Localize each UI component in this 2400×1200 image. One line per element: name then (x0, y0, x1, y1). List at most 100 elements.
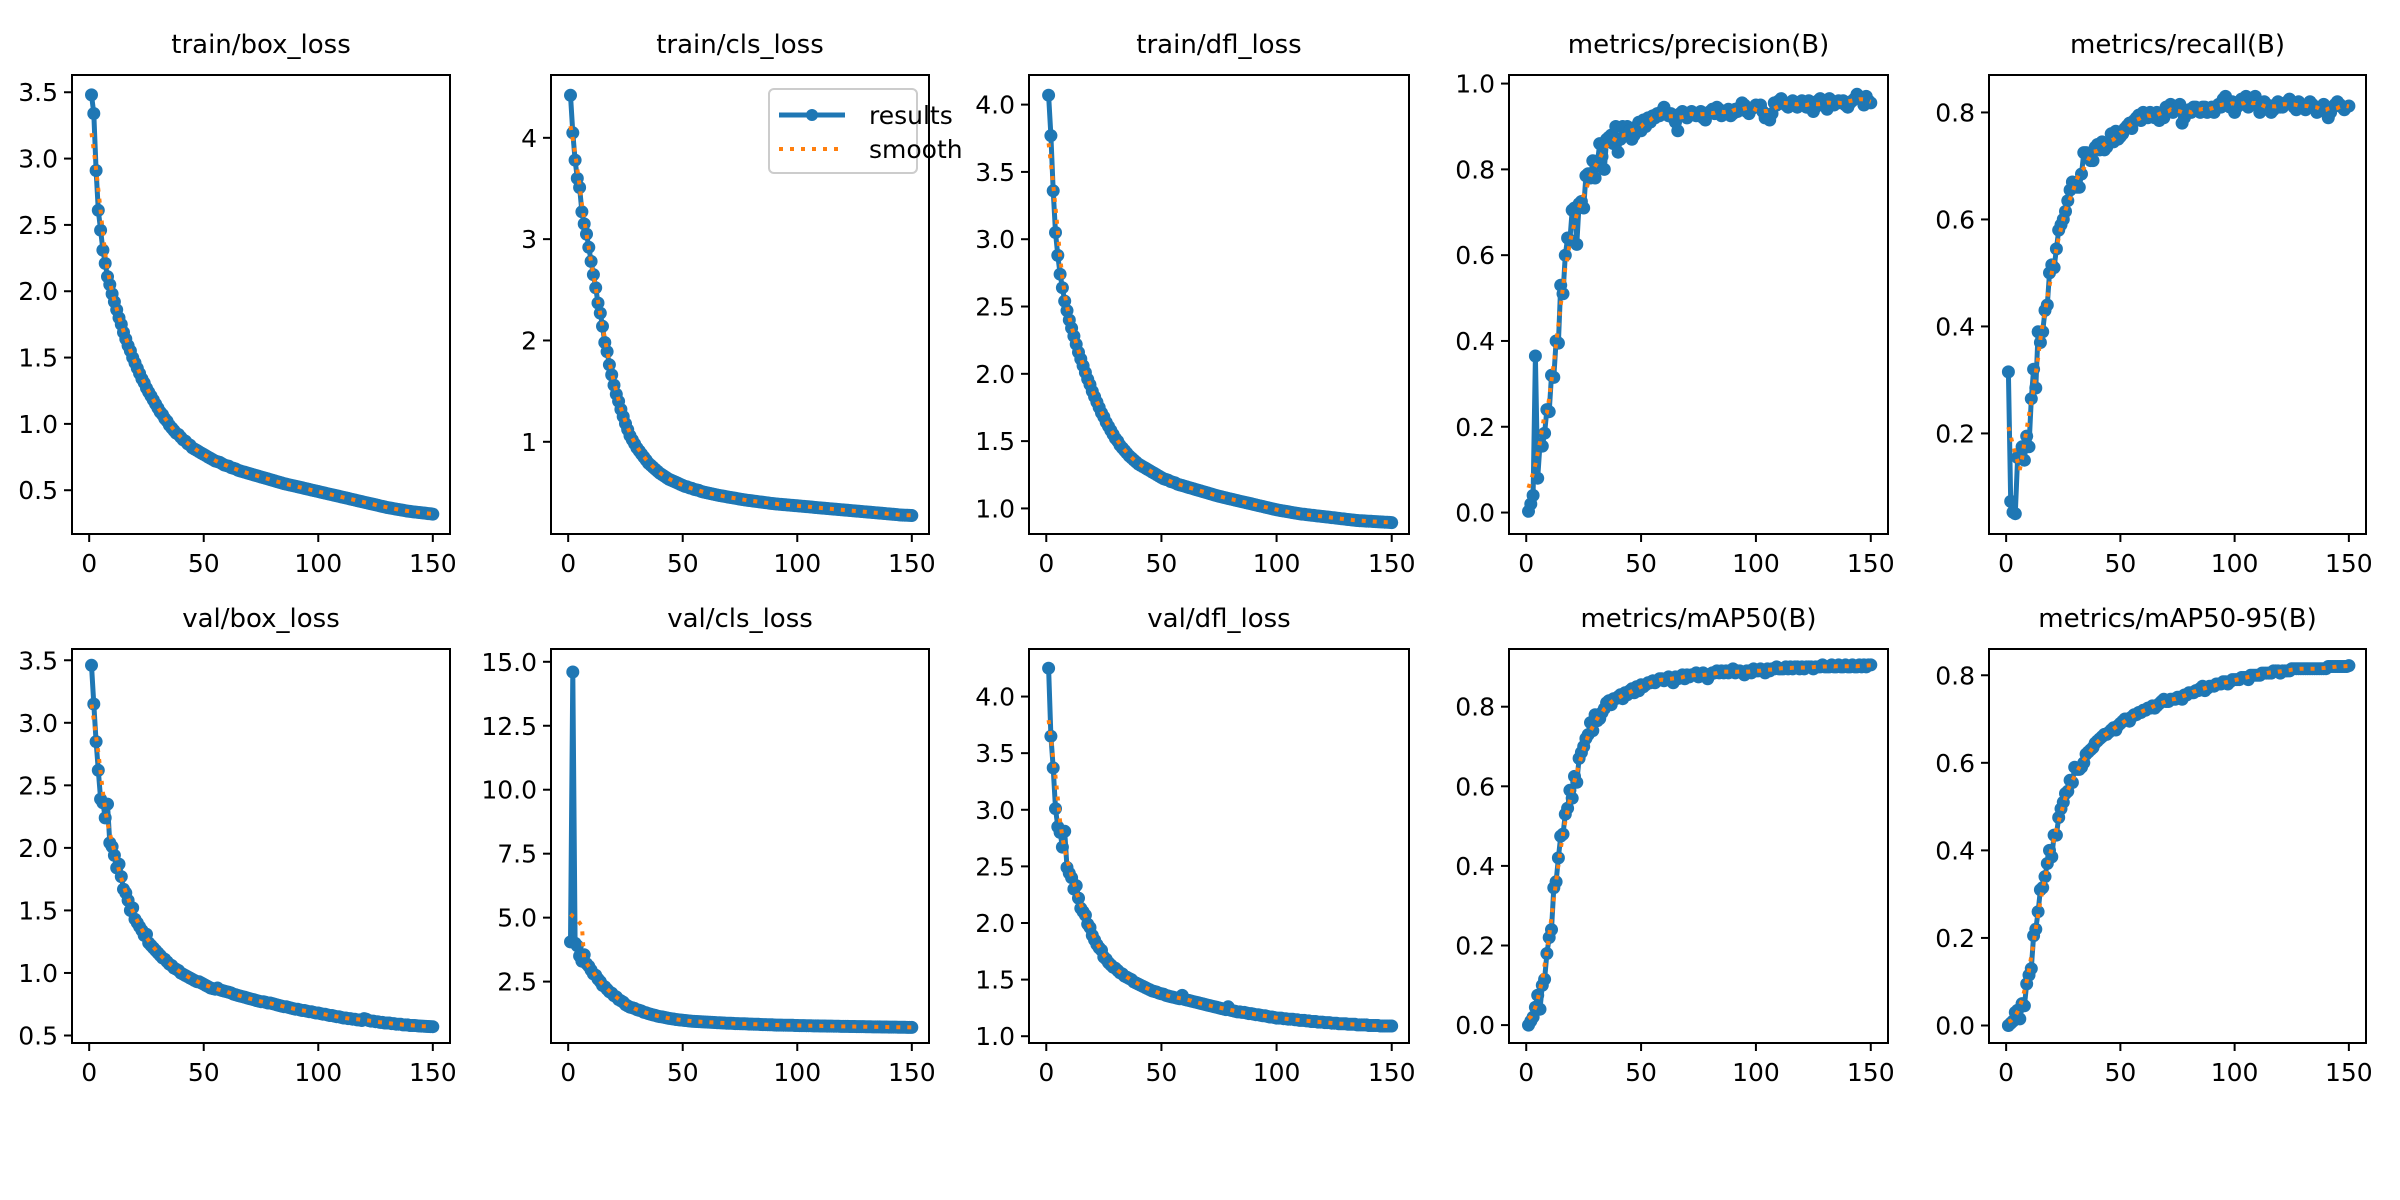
plot-area (1522, 87, 1878, 518)
results-point (1864, 96, 1878, 110)
axes-frame (71, 648, 451, 1044)
results-point (1551, 851, 1565, 865)
y-tick-label: 0.4 (1935, 836, 1975, 865)
y-tick-label: 0.2 (1935, 419, 1975, 448)
results-point (426, 507, 440, 521)
results-point (426, 1020, 440, 1034)
results-point (1042, 661, 1056, 675)
x-tick-label: 150 (2325, 1058, 2373, 1087)
x-tick-label: 150 (1368, 549, 1416, 578)
results-point (1611, 145, 1625, 159)
plot-area (85, 658, 440, 1034)
results-point (2036, 881, 2050, 895)
results-point (580, 227, 593, 241)
results-point (1671, 124, 1685, 138)
x-tick-label: 0 (1998, 549, 2014, 578)
plot-area (85, 88, 440, 521)
results-point (2029, 922, 2043, 936)
y-tick-label: 0.6 (1935, 205, 1975, 234)
plot-area (564, 665, 919, 1034)
x-tick-label: 100 (1253, 549, 1301, 578)
plot-area (2001, 89, 2356, 521)
results-point (85, 88, 98, 102)
plot-area (1042, 661, 1399, 1033)
x-tick-label: 0 (81, 549, 97, 578)
results-point (2061, 194, 2075, 208)
plot-area (564, 88, 919, 522)
results-point (2038, 870, 2052, 884)
panel-val-box-loss: val/box_loss 0 50 100 150 0.5 1.0 1.5 2.0 2.5 3.0 3… (18, 604, 456, 1087)
x-tick-label: 50 (1146, 549, 1178, 578)
chart-title: train/dfl_loss (1136, 30, 1301, 60)
x-tick-label: 100 (1732, 1058, 1780, 1087)
y-tick-label: 1.5 (975, 427, 1015, 456)
plot-area (1522, 658, 1878, 1032)
y-tick-label: 5.0 (497, 904, 537, 933)
y-tick-label: 1 (521, 428, 537, 457)
y-tick-label: 2.0 (18, 277, 58, 306)
results-point (905, 509, 919, 522)
results-point (2024, 392, 2038, 406)
y-tick-label: 0.6 (1455, 772, 1495, 801)
legend-frame (768, 88, 918, 174)
results-point (89, 735, 103, 749)
results-point (1549, 875, 1563, 889)
legend: results smooth (768, 88, 963, 174)
x-tick-label: 150 (1847, 1058, 1895, 1087)
results-point (2342, 659, 2356, 673)
results-point (2008, 507, 2022, 521)
results-point (1570, 237, 1584, 251)
chart-title: metrics/recall(B) (2070, 30, 2285, 60)
results-point (2001, 365, 2015, 379)
results-point (2013, 1012, 2027, 1026)
results-point (586, 268, 600, 282)
results-point (2072, 180, 2086, 194)
results-point (905, 1020, 919, 1034)
chart-title: train/cls_loss (656, 30, 824, 60)
y-tick-label: 3.0 (975, 225, 1015, 254)
results-point (1049, 802, 1062, 816)
results-point (1049, 226, 1062, 239)
axes-frame (1508, 648, 1889, 1044)
results-point (1058, 824, 1072, 838)
y-tick-label: 1.5 (18, 344, 58, 373)
results-point (98, 811, 112, 825)
results-point (1570, 775, 1584, 789)
results-point (1547, 370, 1561, 384)
results-point (1051, 248, 1065, 262)
y-tick-label: 1.0 (975, 1022, 1015, 1051)
results-point (2017, 453, 2031, 467)
results-point (564, 88, 577, 102)
results-point (2033, 336, 2047, 349)
y-tick-label: 0.4 (1935, 312, 1975, 341)
x-tick-label: 50 (1625, 1058, 1657, 1087)
results-point (1597, 162, 1611, 176)
results-point (2065, 776, 2079, 789)
y-tick-label: 1.0 (18, 959, 58, 988)
x-tick-label: 50 (667, 1058, 699, 1087)
results-point (570, 939, 584, 953)
y-tick-label: 12.5 (481, 712, 537, 741)
y-tick-label: 2.0 (18, 834, 58, 863)
y-tick-label: 3.5 (975, 158, 1015, 187)
x-tick-label: 150 (888, 1058, 936, 1087)
results-point (126, 901, 140, 915)
results-point (1526, 488, 1540, 502)
results-point (577, 217, 591, 231)
results-point (98, 256, 112, 270)
y-tick-label: 0.4 (1455, 327, 1495, 356)
x-tick-label: 100 (1732, 549, 1780, 578)
panel-train-box-loss: train/box_loss 0 50 100 150 0.5 1.0 1.5 2.0 2.5 3.… (18, 30, 456, 578)
x-tick-label: 100 (294, 1058, 342, 1087)
y-tick-label: 0.0 (1935, 1011, 1975, 1040)
results-point (573, 181, 587, 194)
y-tick-label: 1.0 (18, 410, 58, 439)
y-tick-label: 0.5 (18, 476, 58, 505)
y-tick-label: 1.0 (975, 494, 1015, 523)
chart-title: metrics/mAP50(B) (1580, 604, 1816, 634)
x-tick-label: 0 (1038, 549, 1054, 578)
axes-frame (1508, 74, 1889, 535)
smooth-line (2007, 664, 2349, 1024)
chart-title: train/box_loss (171, 30, 351, 60)
